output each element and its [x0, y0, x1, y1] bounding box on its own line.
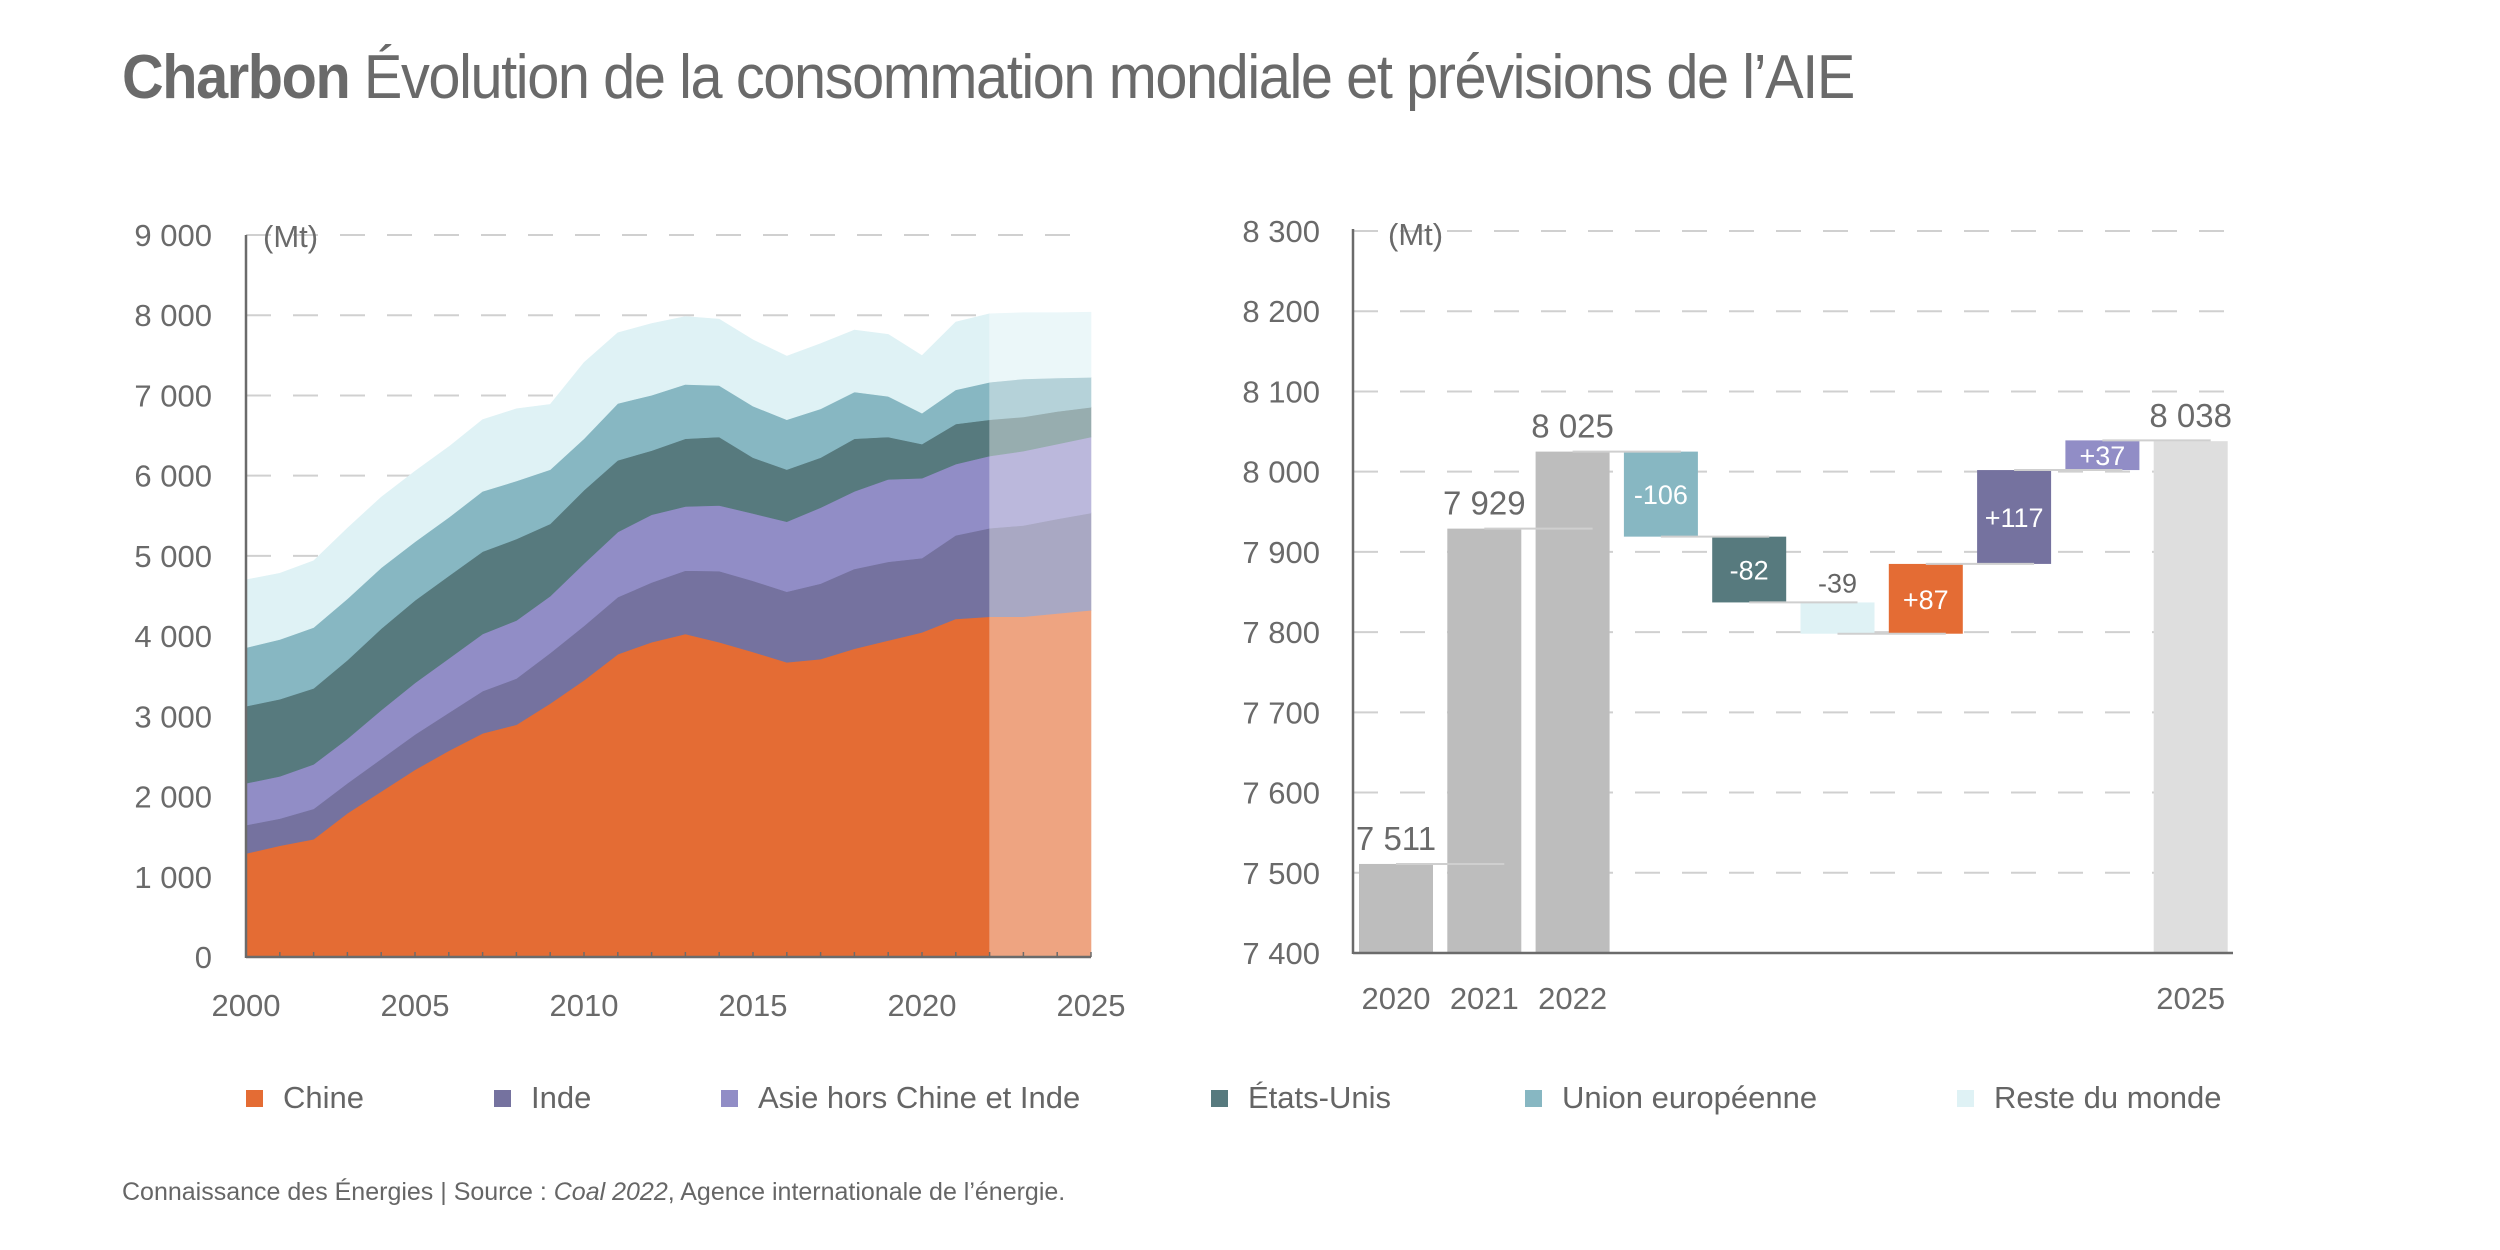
x-tick-label: 2005 — [381, 988, 450, 1023]
y-tick-label: 1 000 — [134, 860, 212, 895]
y-tick-label: 7 600 — [1242, 776, 1320, 811]
title-bold: Charbon — [122, 43, 351, 112]
x-tick-label: 2010 — [550, 988, 619, 1023]
delta-label: +117 — [1985, 503, 2044, 533]
legend-label: États-Unis — [1248, 1080, 1391, 1115]
legend-item: Union européenne — [1525, 1078, 1817, 1118]
unit-label: (Mt) — [1388, 217, 1443, 252]
delta-bar-etats-unis — [1712, 536, 1787, 603]
x-tick-label: 2022 — [1538, 981, 1607, 1016]
area-chine-forecast — [989, 609, 1092, 958]
legend-item: Asie hors Chine et Inde — [721, 1078, 1080, 1118]
delta-label: +37 — [2079, 441, 2125, 471]
y-tick-label: 8 000 — [1242, 455, 1320, 490]
x-tick-label: 2021 — [1450, 981, 1519, 1016]
footer-italic: Coal 2022 — [553, 1178, 668, 1206]
y-tick-label: 8 200 — [1242, 294, 1320, 329]
legend-swatch — [1525, 1089, 1542, 1107]
x-tick-label: 2025 — [1057, 988, 1126, 1023]
unit-label: (Mt) — [263, 219, 318, 254]
bar-2021 — [1447, 528, 1522, 953]
y-tick-label: 7 500 — [1242, 856, 1320, 891]
y-tick-label: 0 — [195, 940, 212, 975]
legend-item: Inde — [494, 1078, 591, 1118]
delta-bar-reste-du-monde — [1800, 602, 1875, 634]
y-tick-label: 5 000 — [134, 539, 212, 574]
y-tick-label: 4 000 — [134, 619, 212, 654]
legend-swatch — [721, 1089, 738, 1107]
legend-item: États-Unis — [1211, 1078, 1391, 1118]
y-tick-label: 6 000 — [134, 459, 212, 494]
chart-title: Charbon Évolution de la consommation mon… — [122, 42, 1855, 113]
delta-bar-inde — [1977, 470, 2052, 564]
legend-swatch — [246, 1089, 263, 1107]
x-tick-label: 2015 — [719, 988, 788, 1023]
title-rest: Évolution de la consommation mondiale et… — [363, 43, 1855, 112]
legend-swatch — [1957, 1089, 1974, 1107]
delta-label: -39 — [1818, 568, 1857, 598]
legend-item: Reste du monde — [1957, 1078, 2221, 1118]
legend-label: Reste du monde — [1994, 1080, 2222, 1115]
value-label: 7 511 — [1356, 820, 1436, 857]
delta-label: -106 — [1634, 480, 1688, 510]
bar-2025 — [2153, 441, 2228, 953]
source-footer: Connaissance des Énergies | Source : Coa… — [122, 1178, 1065, 1207]
value-label: 8 038 — [2149, 397, 2232, 434]
y-tick-label: 7 700 — [1242, 695, 1320, 730]
value-label: 8 025 — [1531, 408, 1614, 445]
y-tick-label: 7 900 — [1242, 535, 1320, 570]
y-tick-label: 8 000 — [134, 298, 212, 333]
y-tick-label: 8 100 — [1242, 374, 1320, 409]
legend: Chine Inde Asie hors Chine et Inde États-Un… — [0, 1078, 2500, 1118]
footer-prefix: Connaissance des Énergies | Source : — [122, 1178, 554, 1206]
delta-label: -82 — [1730, 556, 1769, 586]
x-tick-label: 2020 — [888, 988, 957, 1023]
legend-swatch — [1211, 1089, 1228, 1107]
x-tick-label: 2020 — [1362, 981, 1431, 1016]
y-tick-label: 7 800 — [1242, 615, 1320, 650]
y-tick-label: 3 000 — [134, 699, 212, 734]
legend-label: Inde — [531, 1080, 592, 1115]
area-reste-du-monde-forecast — [989, 311, 1092, 383]
delta-label: +87 — [1903, 585, 1949, 615]
x-tick-label: 2025 — [2156, 981, 2225, 1016]
y-tick-label: 7 000 — [134, 378, 212, 413]
legend-label: Union européenne — [1562, 1080, 1818, 1115]
bar-2022 — [1535, 451, 1610, 953]
delta-bar-union-europeenne — [1623, 451, 1698, 537]
area-inde-forecast — [989, 512, 1092, 617]
y-tick-label: 2 000 — [134, 780, 212, 815]
legend-label: Asie hors Chine et Inde — [758, 1080, 1081, 1115]
legend-item: Chine — [246, 1078, 364, 1118]
footer-suffix: , Agence internationale de l’énergie. — [667, 1178, 1066, 1206]
bar-2020 — [1359, 863, 1433, 953]
legend-label: Chine — [283, 1080, 364, 1115]
value-label: 7 929 — [1443, 485, 1526, 522]
delta-bar-asie-hors-chine-et-inde — [2065, 440, 2140, 471]
x-tick-label: 2000 — [212, 988, 281, 1023]
legend-swatch — [494, 1089, 511, 1107]
y-tick-label: 8 300 — [1242, 214, 1320, 249]
y-tick-label: 7 400 — [1242, 936, 1320, 971]
y-tick-label: 9 000 — [134, 218, 212, 253]
delta-bar-chine — [1888, 563, 1963, 634]
